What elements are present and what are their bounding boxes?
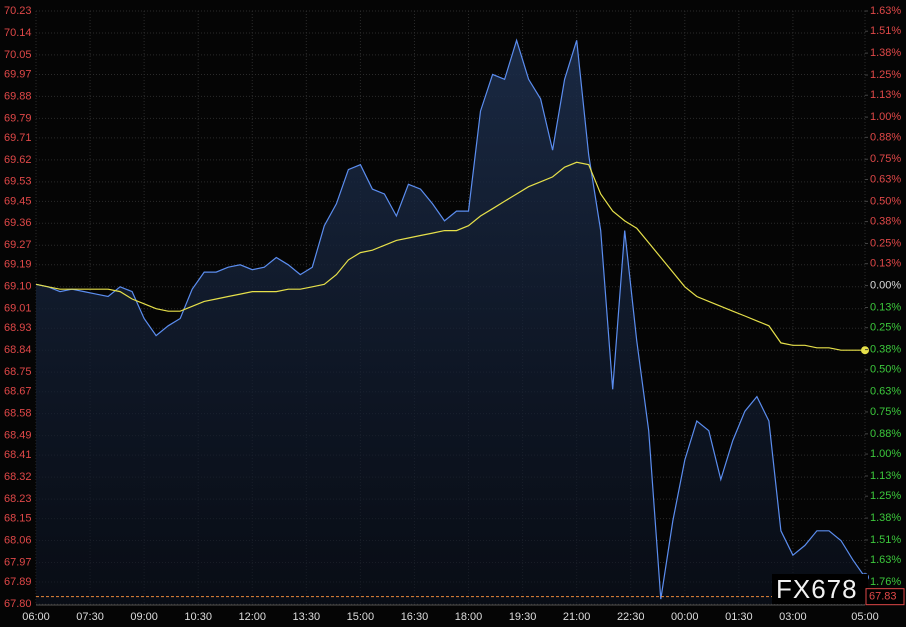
y-tick-label: 70.23: [4, 5, 32, 17]
y2-tick-label: 1.51%: [870, 25, 901, 37]
x-tick-label: 15:00: [347, 611, 375, 623]
y-tick-label: 69.88: [4, 90, 32, 102]
y-tick-label: 68.84: [4, 344, 32, 356]
y2-tick-label: 0.00%: [870, 280, 901, 292]
y2-tick-label: 0.25%: [870, 322, 901, 334]
y2-tick-label: 0.88%: [870, 131, 901, 143]
x-tick-label: 22:30: [617, 611, 645, 623]
y2-tick-label: 1.38%: [870, 47, 901, 59]
y-tick-label: 68.93: [4, 322, 32, 334]
x-tick-label: 07:30: [76, 611, 104, 623]
y2-tick-label: 0.50%: [870, 364, 901, 376]
y-tick-label: 68.23: [4, 493, 32, 505]
y2-tick-label: 0.13%: [870, 301, 901, 313]
x-tick-label: 21:00: [563, 611, 591, 623]
y-tick-label: 67.89: [4, 576, 32, 588]
y2-tick-label: 0.25%: [870, 237, 901, 249]
y-tick-label: 68.49: [4, 430, 32, 442]
y-tick-label: 67.97: [4, 556, 32, 568]
y2-tick-label: 1.38%: [870, 512, 901, 524]
x-tick-label: 16:30: [401, 611, 429, 623]
x-tick-label: 00:00: [671, 611, 699, 623]
y2-tick-label: 0.63%: [870, 386, 901, 398]
watermark-bg: [772, 574, 868, 604]
y-tick-label: 68.41: [4, 449, 32, 461]
y2-tick-label: 1.63%: [870, 554, 901, 566]
x-tick-label: 01:30: [725, 611, 753, 623]
y-tick-label: 68.15: [4, 512, 32, 524]
x-tick-label: 09:00: [130, 611, 158, 623]
y-tick-label: 68.58: [4, 408, 32, 420]
current-price-label: 67.83: [869, 591, 897, 603]
y2-tick-label: 0.75%: [870, 153, 901, 165]
y-tick-label: 69.27: [4, 239, 32, 251]
y-tick-label: 69.53: [4, 176, 32, 188]
y2-tick-label: 1.76%: [870, 576, 901, 588]
y2-tick-label: 0.50%: [870, 195, 901, 207]
line: [35, 38, 866, 600]
x-tick-label: 03:00: [779, 611, 807, 623]
y2-tick-label: 0.13%: [870, 258, 901, 270]
y-tick-label: 69.19: [4, 259, 32, 271]
y-tick-label: 68.75: [4, 366, 32, 378]
y-tick-label: 70.14: [4, 27, 32, 39]
y2-tick-label: 1.13%: [870, 89, 901, 101]
y-tick-label: 69.36: [4, 217, 32, 229]
y2-tick-label: 0.63%: [870, 173, 901, 185]
current-price-box: [865, 588, 905, 606]
y2-tick-label: 1.25%: [870, 490, 901, 502]
area: [36, 40, 865, 605]
x-tick-label: 06:00: [22, 611, 50, 623]
y-tick-label: 68.67: [4, 386, 32, 398]
y-tick-label: 69.10: [4, 281, 32, 293]
x-tick-label: 19:30: [509, 611, 537, 623]
y2-tick-label: 1.13%: [870, 470, 901, 482]
y-tick-label: 70.05: [4, 49, 32, 61]
watermark: FX678: [776, 574, 858, 604]
y2-tick-label: 0.38%: [870, 215, 901, 227]
y-tick-label: 67.80: [4, 598, 32, 610]
y2-tick-label: 0.88%: [870, 428, 901, 440]
y2-tick-label: 1.00%: [870, 111, 901, 123]
y2-tick-label: 1.25%: [870, 69, 901, 81]
y-tick-label: 69.71: [4, 132, 32, 144]
x-tick-label: 18:00: [455, 611, 483, 623]
line: [35, 161, 865, 351]
y-tick-label: 69.45: [4, 195, 32, 207]
y-tick-label: 68.06: [4, 534, 32, 546]
y-tick-label: 69.01: [4, 303, 32, 315]
x-tick-label: 13:30: [293, 611, 321, 623]
x-tick-label: 05:00: [851, 611, 879, 623]
y-tick-label: 69.79: [4, 112, 32, 124]
y-tick-label: 69.97: [4, 68, 32, 80]
y2-tick-label: 0.75%: [870, 406, 901, 418]
y2-tick-label: 1.00%: [870, 448, 901, 460]
y-tick-label: 69.62: [4, 154, 32, 166]
end-dot: [861, 346, 869, 355]
y2-tick-label: 0.38%: [870, 344, 901, 356]
y-tick-label: 68.32: [4, 471, 32, 483]
x-tick-label: 12:00: [238, 611, 266, 623]
y2-tick-label: 1.63%: [870, 5, 901, 17]
x-tick-label: 10:30: [184, 611, 212, 623]
y2-tick-label: 1.51%: [870, 534, 901, 546]
